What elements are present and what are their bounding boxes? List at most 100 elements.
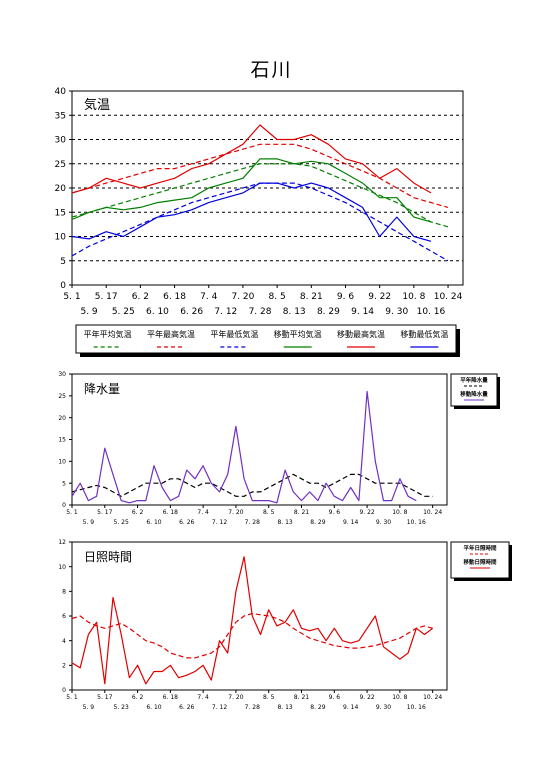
x-tick-label: 7. 20 bbox=[228, 509, 243, 516]
x-tick-label: 8. 21 bbox=[300, 292, 323, 302]
y-tick-label: 40 bbox=[55, 87, 67, 97]
x-tick-label: 9. 22 bbox=[359, 694, 374, 701]
x-tick-label: 9. 30 bbox=[376, 704, 391, 711]
x-tick-label: 5. 25 bbox=[114, 519, 129, 526]
panel-label: 日照時間 bbox=[84, 550, 132, 564]
x-tick-label: 6. 26 bbox=[179, 704, 194, 711]
y-tick-label: 10 bbox=[58, 564, 66, 571]
x-tick-label: 8. 29 bbox=[310, 519, 325, 526]
x-tick-label: 10. 16 bbox=[407, 519, 426, 526]
series-line-2-2 bbox=[71, 390, 417, 504]
x-tick-label: 7. 12 bbox=[212, 704, 227, 711]
x-tick-label: 7. 12 bbox=[214, 307, 237, 317]
y-tick-label: 10 bbox=[55, 233, 67, 243]
y-tick-label: 15 bbox=[55, 208, 66, 218]
y-tick-label: 20 bbox=[55, 184, 67, 194]
series-line-1-3 bbox=[71, 182, 449, 262]
x-tick-label: 8. 13 bbox=[277, 519, 292, 526]
legend-label: 移動平均気温 bbox=[274, 329, 322, 339]
legend-box bbox=[450, 373, 498, 407]
x-tick-label: 8. 21 bbox=[294, 694, 309, 701]
legend-label: 移動最高気温 bbox=[337, 329, 385, 339]
series-line-3-1 bbox=[71, 612, 433, 659]
legend-label: 平年最高気温 bbox=[147, 329, 195, 339]
series-line-3-2 bbox=[71, 556, 434, 685]
x-tick-label: 9. 14 bbox=[343, 704, 358, 711]
x-tick-label: 8. 5 bbox=[263, 509, 275, 516]
x-tick-label: 8. 5 bbox=[263, 694, 275, 701]
y-tick-label: 5 bbox=[60, 257, 66, 267]
x-tick-label: 10. 8 bbox=[392, 694, 407, 701]
page-title: 石川 bbox=[250, 59, 293, 81]
x-tick-label: 9. 30 bbox=[385, 307, 408, 317]
x-tick-label: 9. 6 bbox=[337, 292, 354, 302]
x-tick-label: 5. 1 bbox=[63, 292, 80, 302]
legend-label: 移動最低気温 bbox=[400, 329, 448, 339]
y-tick-label: 25 bbox=[58, 393, 66, 400]
x-tick-label: 9. 30 bbox=[376, 519, 391, 526]
x-tick-label: 7. 28 bbox=[249, 307, 272, 317]
panel-label: 気温 bbox=[84, 97, 110, 113]
x-tick-label: 5. 1 bbox=[66, 694, 78, 701]
x-tick-label: 9. 6 bbox=[329, 509, 341, 516]
x-tick-label: 8. 5 bbox=[269, 292, 286, 302]
x-tick-label: 6. 18 bbox=[163, 509, 178, 516]
x-tick-label: 6. 2 bbox=[132, 694, 144, 701]
x-tick-label: 10. 24 bbox=[423, 694, 442, 701]
x-tick-label: 6. 26 bbox=[179, 519, 194, 526]
x-tick-label: 10. 24 bbox=[434, 292, 463, 302]
legend-label: 平年降水量 bbox=[460, 376, 488, 384]
x-tick-label: 9. 22 bbox=[359, 509, 374, 516]
x-tick-label: 9. 14 bbox=[343, 519, 358, 526]
x-tick-label: 6. 2 bbox=[132, 509, 144, 516]
series-line-1-6 bbox=[71, 182, 432, 242]
x-tick-label: 5. 17 bbox=[97, 509, 112, 516]
series-line-1-5 bbox=[71, 124, 432, 194]
x-tick-label: 10. 8 bbox=[402, 292, 425, 302]
legend-label: 平年最低気温 bbox=[210, 329, 258, 339]
legend-box bbox=[75, 324, 457, 354]
y-tick-label: 15 bbox=[58, 437, 66, 444]
panel-label: 降水量 bbox=[84, 382, 120, 396]
y-tick-label: 35 bbox=[55, 111, 66, 121]
x-tick-label: 5. 9 bbox=[83, 519, 95, 526]
x-tick-label: 7. 28 bbox=[245, 519, 260, 526]
y-tick-label: 4 bbox=[62, 638, 66, 645]
legend-label: 平年日照時間 bbox=[463, 544, 497, 552]
x-tick-label: 5. 9 bbox=[83, 704, 95, 711]
y-tick-label: 5 bbox=[62, 480, 66, 487]
series-line-1-1 bbox=[71, 163, 449, 228]
x-tick-label: 7. 20 bbox=[228, 694, 243, 701]
x-tick-label: 6. 26 bbox=[180, 307, 203, 317]
x-tick-label: 9. 14 bbox=[351, 307, 374, 317]
x-tick-label: 10. 24 bbox=[423, 509, 442, 516]
y-tick-label: 6 bbox=[62, 613, 66, 620]
x-tick-label: 5. 17 bbox=[95, 292, 118, 302]
y-tick-label: 12 bbox=[58, 539, 66, 546]
plot-frame-3 bbox=[71, 541, 448, 691]
x-tick-label: 10. 16 bbox=[407, 704, 426, 711]
y-tick-label: 30 bbox=[55, 136, 67, 146]
x-tick-label: 8. 13 bbox=[277, 704, 292, 711]
x-tick-label: 5. 23 bbox=[114, 704, 129, 711]
x-tick-label: 9. 22 bbox=[368, 292, 391, 302]
legend-label: 移動降水量 bbox=[460, 390, 488, 398]
x-tick-label: 6. 18 bbox=[163, 694, 178, 701]
x-tick-label: 10. 8 bbox=[392, 509, 407, 516]
x-tick-label: 7. 20 bbox=[231, 292, 254, 302]
x-tick-label: 6. 10 bbox=[146, 307, 169, 317]
x-tick-label: 5. 25 bbox=[112, 307, 135, 317]
x-tick-label: 7. 4 bbox=[200, 292, 217, 302]
y-tick-label: 10 bbox=[58, 458, 66, 465]
x-tick-label: 6. 10 bbox=[146, 519, 161, 526]
y-tick-label: 8 bbox=[62, 588, 66, 595]
legend-label: 平年平均気温 bbox=[84, 329, 132, 339]
x-tick-label: 9. 6 bbox=[329, 694, 341, 701]
x-tick-label: 6. 10 bbox=[146, 704, 161, 711]
y-tick-label: 25 bbox=[55, 160, 66, 170]
series-line-2-1 bbox=[71, 473, 433, 497]
y-tick-label: 0 bbox=[62, 687, 66, 694]
y-tick-label: 20 bbox=[58, 415, 66, 422]
x-tick-label: 10. 16 bbox=[417, 307, 446, 317]
